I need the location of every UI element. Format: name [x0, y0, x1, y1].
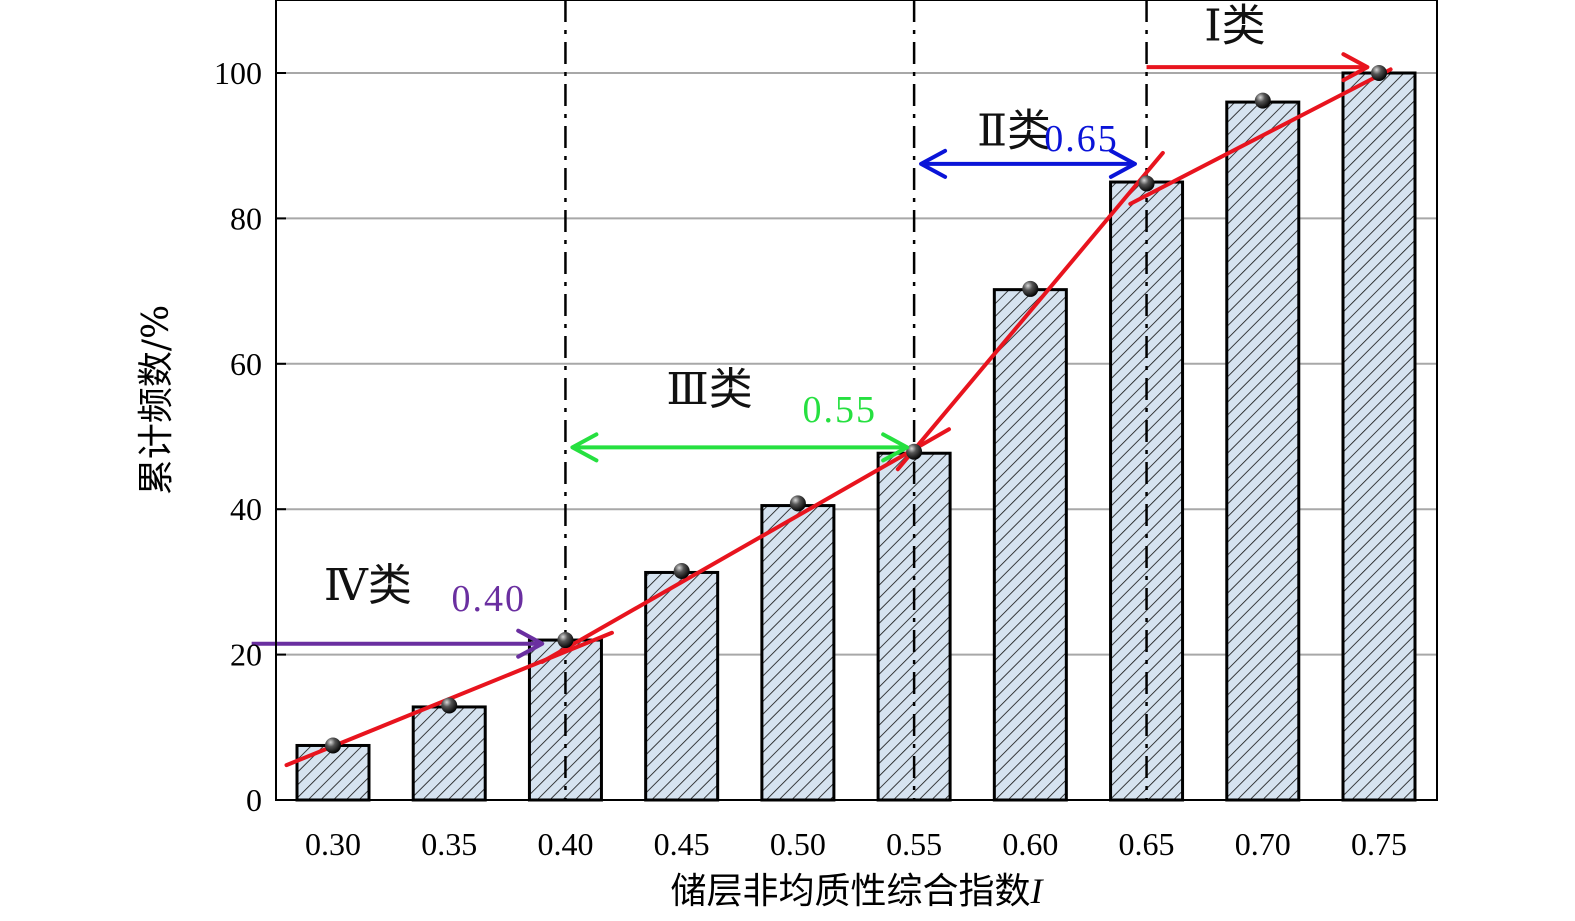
- threshold-label: 0.55: [802, 389, 877, 431]
- y-tick-label: 40: [230, 491, 262, 527]
- data-point: [441, 697, 458, 714]
- y-tick-label: 60: [230, 346, 262, 382]
- zone-label: Ⅲ类: [666, 364, 752, 415]
- y-tick-label: 0: [246, 782, 262, 818]
- data-point: [1138, 175, 1155, 192]
- arrow-head: [881, 432, 910, 463]
- fit-lines: [284, 67, 1393, 768]
- x-tick-label: 0.70: [1235, 826, 1291, 862]
- zone-label: Ⅱ类: [977, 106, 1051, 157]
- data-point: [906, 443, 923, 460]
- threshold-label: 0.65: [1044, 118, 1119, 160]
- bar: [1109, 180, 1185, 802]
- zone-label: Ⅳ类: [324, 560, 412, 611]
- x-tick-label: 0.65: [1119, 826, 1175, 862]
- data-point: [673, 562, 690, 579]
- data-point: [557, 632, 574, 649]
- arrow-head: [919, 148, 948, 179]
- bar: [295, 743, 371, 802]
- arrow-head: [1108, 148, 1137, 179]
- x-tick-label: 0.60: [1002, 826, 1058, 862]
- threshold-label: 0.40: [451, 578, 526, 620]
- x-axis-title: 储层非均质性综合指数I: [670, 871, 1044, 912]
- arrow-head: [1341, 52, 1370, 83]
- bar: [992, 288, 1068, 802]
- fit-line: [540, 427, 951, 664]
- x-tick-label: 0.75: [1351, 826, 1407, 862]
- threshold-labels: 0.40 0.55 0.65: [451, 118, 1119, 620]
- x-tick-label: 0.50: [770, 826, 826, 862]
- x-tick-label: 0.30: [305, 826, 361, 862]
- arrow-head: [570, 432, 599, 463]
- zone-dividers: [564, 0, 1148, 800]
- data-point: [1022, 280, 1039, 297]
- y-tick-label: 100: [214, 55, 262, 91]
- zone-label: Ⅰ类: [1204, 0, 1265, 51]
- x-tick-label: 0.45: [654, 826, 710, 862]
- y-tick-label: 20: [230, 637, 262, 673]
- bars: [295, 71, 1417, 802]
- x-tick-label: 0.55: [886, 826, 942, 862]
- y-axis-title: 累计频数/%: [136, 305, 177, 495]
- x-tick-label: 0.40: [537, 826, 593, 862]
- y-tick-label: 80: [230, 200, 262, 236]
- data-point: [325, 737, 341, 754]
- arrow-head: [516, 628, 545, 659]
- bar: [760, 504, 836, 802]
- data-points: [325, 65, 1387, 754]
- fit-line: [1128, 67, 1393, 206]
- y-axis-ticks: 0 20 40 60 80 100: [214, 55, 286, 818]
- data-point: [1371, 65, 1387, 81]
- zone-annotations: Ⅳ类 Ⅲ类 Ⅱ类 Ⅰ类: [251, 0, 1370, 659]
- bar: [411, 705, 487, 802]
- data-point: [789, 495, 806, 512]
- plot-frame: [275, 0, 1438, 801]
- bar: [1225, 100, 1301, 802]
- fit-line: [895, 150, 1165, 472]
- x-axis-ticks: 0.30 0.35 0.40 0.45 0.50 0.55 0.60 0.65 0.70 0.75: [305, 826, 1407, 862]
- bar: [644, 570, 720, 802]
- x-tick-label: 0.35: [421, 826, 477, 862]
- bar: [1341, 71, 1417, 802]
- data-point: [1254, 92, 1271, 109]
